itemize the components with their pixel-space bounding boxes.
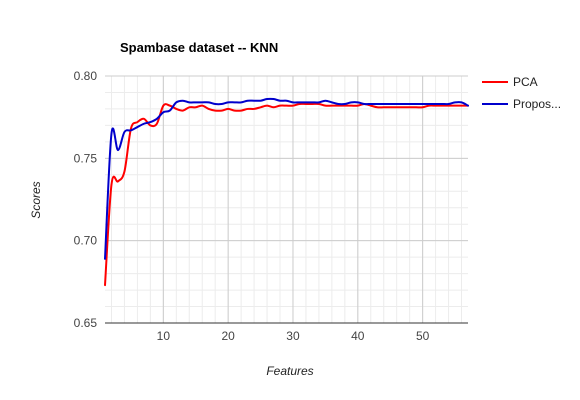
- series-line-proposed[interactable]: [104, 97, 469, 260]
- chart-title: Spambase dataset -- KNN: [120, 40, 278, 55]
- x-tick-label: 10: [157, 329, 171, 343]
- legend-label: PCA: [513, 75, 538, 89]
- x-tick-label: 50: [416, 329, 430, 343]
- x-tick-label: 40: [351, 329, 365, 343]
- legend-label: Propos...: [513, 97, 561, 111]
- legend-item-proposed[interactable]: Propos...: [482, 97, 561, 111]
- y-tick-label: 0.75: [74, 151, 98, 165]
- y-tick-label: 0.80: [74, 69, 98, 83]
- series-layer: [104, 97, 469, 287]
- legend-item-pca[interactable]: PCA: [482, 75, 538, 89]
- y-tick-label: 0.70: [74, 234, 98, 248]
- x-tick-label: 20: [221, 329, 235, 343]
- axis-tick-labels: 0.65 0.70 0.75 0.80 10 20 30 40 50: [74, 69, 430, 343]
- grid-lines: [105, 75, 468, 324]
- x-axis-title: Features: [266, 364, 313, 378]
- y-tick-label: 0.65: [74, 316, 98, 330]
- y-axis-title: Scores: [29, 181, 43, 218]
- legend[interactable]: PCA Propos...: [482, 75, 561, 111]
- series-line-pca[interactable]: [104, 102, 469, 287]
- x-tick-label: 30: [286, 329, 300, 343]
